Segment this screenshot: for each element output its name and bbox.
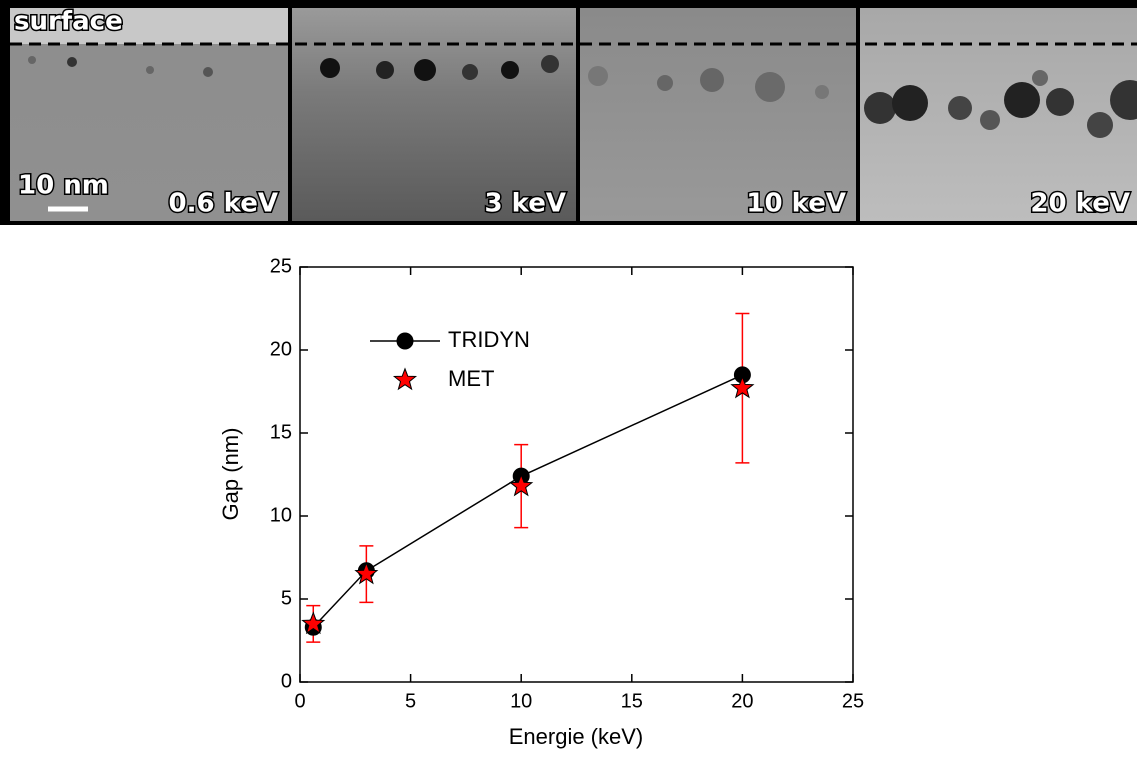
point	[354, 561, 379, 585]
x-tick-label: 5	[405, 690, 416, 712]
legend-marker	[392, 367, 418, 391]
panel-label: 3 keV	[485, 189, 567, 219]
particles	[28, 55, 1137, 138]
y-tick-label: 20	[270, 338, 292, 360]
x-axis-title: Energie (keV)	[509, 724, 644, 749]
image-strip: surface 10 nm 0.6 keV 3 keV 10 keV 20 ke…	[0, 0, 1137, 225]
point	[730, 375, 755, 399]
panel-label: 0.6 keV	[169, 189, 278, 219]
x-tick-label: 10	[510, 690, 532, 712]
series-line	[312, 374, 743, 628]
x-tick-label: 15	[621, 690, 643, 712]
y-tick-label: 25	[270, 255, 292, 277]
x-tick-label: 25	[842, 690, 864, 712]
panel-label: 20 keV	[1030, 189, 1130, 219]
scale-bar-label: 10 nm	[18, 171, 109, 201]
y-tick-label: 15	[270, 421, 292, 443]
y-tick-label: 0	[281, 670, 292, 692]
point	[509, 473, 534, 497]
y-axis-title: Gap (nm)	[218, 428, 243, 521]
x-tick-label: 0	[294, 690, 305, 712]
plot-frame	[299, 266, 854, 683]
point	[301, 611, 326, 635]
legend-label: MET	[448, 366, 494, 391]
panel-label: 10 keV	[746, 189, 846, 219]
legend-label: TRIDYN	[448, 327, 530, 352]
x-tick-label: 20	[731, 690, 753, 712]
y-tick-label: 5	[281, 587, 292, 609]
legend-marker	[396, 332, 414, 350]
surface-layer	[10, 8, 288, 44]
surface-label: surface	[14, 7, 123, 37]
y-tick-label: 10	[270, 504, 292, 526]
